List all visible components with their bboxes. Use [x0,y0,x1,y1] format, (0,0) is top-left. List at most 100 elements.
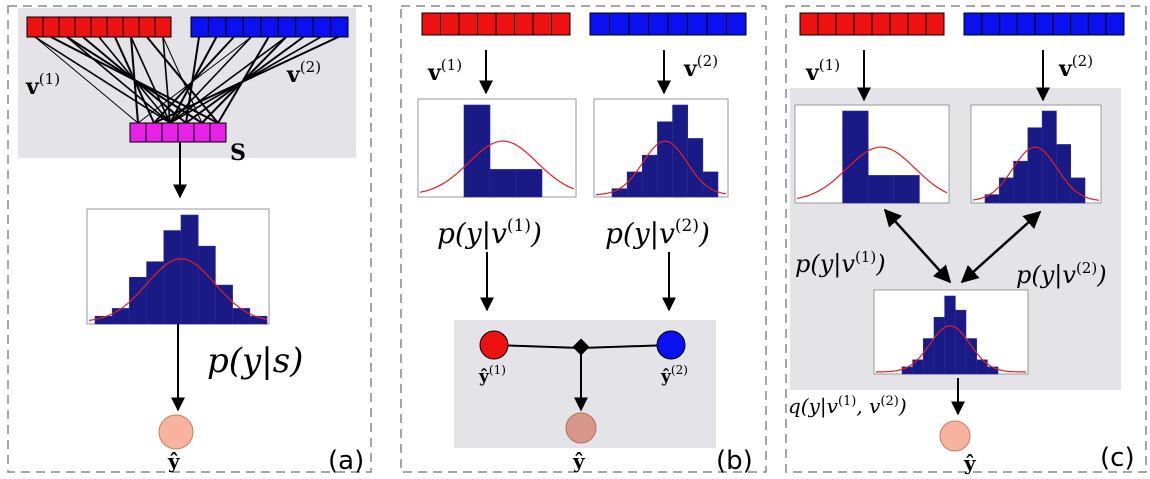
connection-line [169,36,287,124]
hist-b1-bar [489,169,517,198]
p-y-v1-label: p(y|v(1)) [795,248,886,279]
v1-label: v(1) [25,70,60,100]
v2-vector-cell [1016,12,1036,36]
v1-vector-cell [532,12,552,36]
hist-c1-bar [842,110,869,204]
v2-vector-cell [1105,12,1125,36]
fully-connected-lines [34,36,339,124]
panel-a-tag: (a) [328,446,364,476]
hist-c3-gaussian-curve [875,325,1026,373]
hist-a-bar [180,214,199,325]
hist-c2-bar [1056,144,1072,204]
v1-vector-cell [458,12,478,36]
hist-a-bar [215,284,233,325]
v2-label: v(2) [1058,52,1093,82]
yhat-label: ŷ [167,449,181,473]
hist-b2-bar [687,138,704,198]
histogram-p-y-v2 [593,98,729,198]
v2-vector-cell [225,16,244,38]
hist-c3-bar [933,316,945,375]
v2-vector-cell [1052,12,1072,36]
v1-vector-cell [122,16,140,38]
yhat-node [565,412,597,444]
v1-vector-cell [154,16,172,38]
v1-vector-cell [74,16,92,38]
v2-vector-cell [1087,12,1107,36]
hist-b2-gaussian-curve [595,140,727,196]
panel-b-tag: (b) [716,446,753,476]
hist-a-bar [129,276,147,325]
v2-vector-cell [687,12,708,36]
y1-label: ŷ(1) [478,363,506,387]
v2-vector-cell [726,12,747,36]
v2-vector-cell [609,12,630,36]
hist-b2-bar [626,171,643,198]
v2-vector-cell [628,12,649,36]
connection-line [130,36,171,124]
v2-vector-cell [648,12,669,36]
v1-vector-cell [421,12,441,36]
histogram-q-y-v1-v2 [873,289,1029,375]
v2-vector-cell [706,12,727,36]
s-vector-cell [177,122,195,143]
hist-c3-bar [965,338,977,375]
v1-vector-cell [440,12,460,36]
p-y-v2-label: p(y|v(2)) [605,216,710,250]
hist-a-gaussian-curve [88,258,268,321]
v1-vector-cell [817,12,837,36]
hist-a-bar [146,261,165,325]
hist-c2-bar [1027,127,1043,204]
hist-c3-bar [923,338,935,375]
hist-b1-gaussian-curve [419,140,575,193]
s-vector-cell [209,122,227,143]
v2-vector-cell [207,16,227,38]
s-vector-magenta [129,122,227,143]
histogram-p-y-v1 [794,104,950,204]
v1-vector-red [421,12,571,36]
hist-a-bar [197,245,216,325]
v1-vector-cell [799,12,819,36]
yhat-label: ŷ [963,451,977,475]
v2-vector-cell [999,12,1018,36]
edge-factor-y2 [580,344,672,349]
v2-vector-cell [1034,12,1054,36]
arrow-hist2-hist3 [960,210,1042,284]
v2-vector-cell [667,12,688,36]
v2-vector-blue [190,16,349,38]
hist-b1-bar [463,104,491,198]
v1-vector-cell [42,16,60,38]
v1-vector-cell [889,12,909,36]
yhat-node [158,414,194,450]
panel-b-frame [400,5,767,473]
v2-vector-cell [242,16,262,38]
histogram-p-y-s [86,208,270,325]
hist-a-bar [232,308,251,325]
v2-vector-cell [277,16,297,38]
histogram-p-y-v2 [970,104,1102,204]
v2-vector-blue [589,12,747,36]
v1-vector-cell [551,12,571,36]
hist-c2-bar [1013,160,1029,204]
v2-label: v(2) [683,52,718,82]
v2-vector-cell [260,16,279,38]
v2-vector-cell [1070,12,1089,36]
hist-c3-bar [987,366,999,375]
hist-b2-bar [641,154,658,198]
v1-vector-cell [907,12,927,36]
v1-vector-cell [871,12,891,36]
v1-vector-red [26,16,172,38]
p-y-v1-label: p(y|v(1)) [437,216,542,250]
hist-b1-bar [515,169,543,198]
v1-vector-cell [495,12,515,36]
arrow-hist1-hist3 [883,208,952,284]
v2-vector-cell [312,16,332,38]
hist-c2-bar [998,177,1014,204]
panel-a: v(1) v(2) S p(y|s) ŷ (a) [7,5,372,476]
v1-vector-cell [477,12,497,36]
edge-y1-factor [494,344,582,349]
hist-a-bar [249,315,268,325]
yhat-label: ŷ [572,449,586,473]
v1-vector-cell [26,16,44,38]
v1-vector-cell [106,16,124,38]
hist-c3-bar [944,295,956,375]
